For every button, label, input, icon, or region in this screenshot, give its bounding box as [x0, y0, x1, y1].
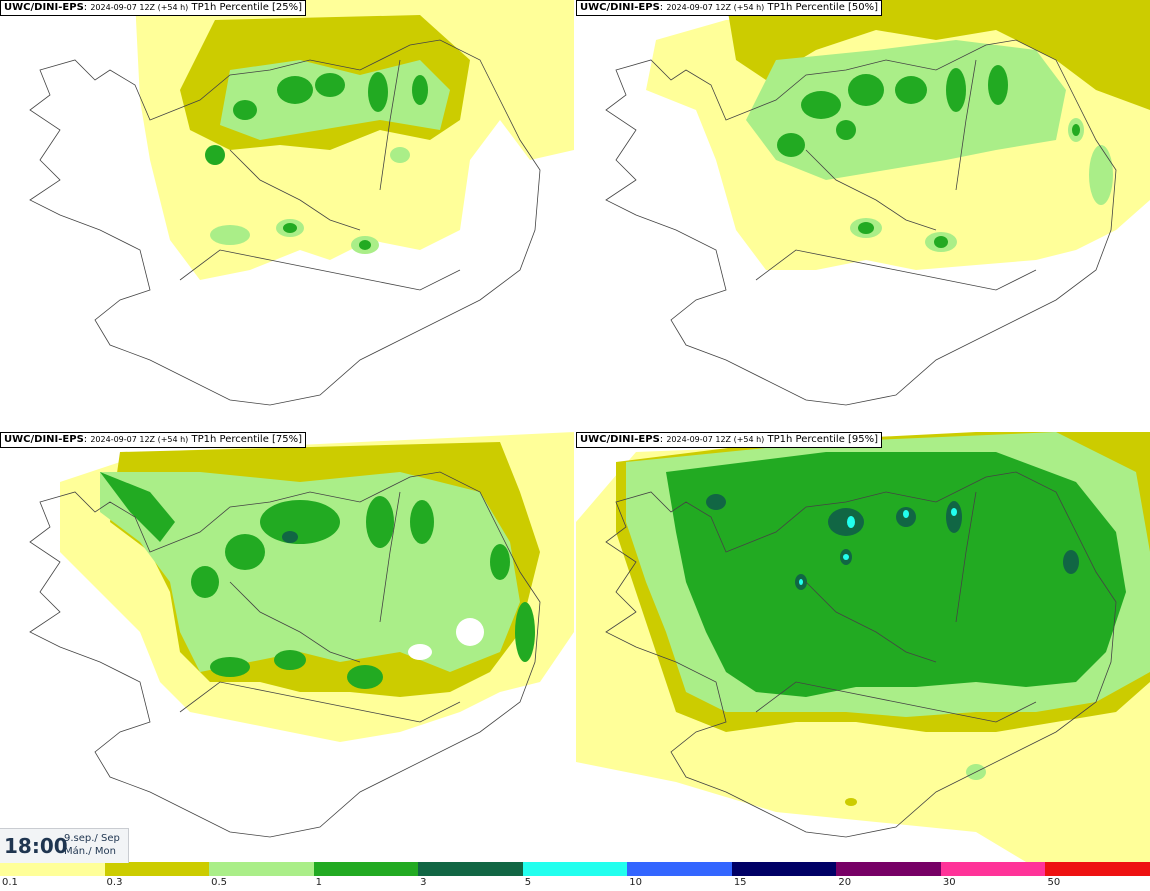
iceland-coastline [605, 471, 1117, 838]
run-time: 2024-09-07 12Z (+54 h) [666, 3, 765, 12]
colorbar-label: 10 [629, 877, 642, 888]
colorbar-swatch [522, 862, 628, 876]
colorbar-label: 5 [524, 877, 532, 888]
colorbar-label: 3 [420, 877, 427, 888]
colorbar-swatch [836, 862, 942, 876]
valid-time: 18:00 [4, 834, 68, 858]
colorbar-swatch [104, 862, 210, 876]
colorbar-label: 0.1 [2, 877, 18, 888]
colorbar-label: 0.3 [106, 877, 123, 888]
colorbar-swatch [940, 862, 1046, 876]
model-source: UWC/DINI-EPS [4, 434, 84, 445]
map-panel-p95: UWC/DINI-EPS: 2024-09-07 12Z (+54 h) TP1… [576, 432, 1150, 862]
colorbar-label: 30 [942, 877, 956, 888]
colorbar-swatch [731, 862, 837, 876]
colorbar-swatches [0, 862, 1150, 876]
model-source: UWC/DINI-EPS [4, 2, 84, 13]
colorbar-label: 1 [315, 877, 322, 888]
run-time: 2024-09-07 12Z (+54 h) [666, 435, 765, 444]
precip-fields [60, 432, 574, 742]
precip-map-p95 [576, 432, 1150, 862]
valid-date: 9.sep./ Sep Mán./ Mon [64, 832, 120, 858]
precip-fields [646, 0, 1150, 270]
precip-map-p50 [605, 0, 1150, 406]
colorbar-swatch [0, 862, 105, 876]
run-time: 2024-09-07 12Z (+54 h) [90, 435, 189, 444]
map-panel-p50: UWC/DINI-EPS: 2024-09-07 12Z (+54 h) TP1… [576, 0, 1150, 430]
iceland-coastline [29, 39, 541, 406]
colorbar-swatch [1045, 862, 1150, 876]
colorbar-swatch [313, 862, 419, 876]
field-label: TP1h Percentile [25%] [191, 2, 303, 13]
panel-title: UWC/DINI-EPS: 2024-09-07 12Z (+54 h) TP1… [0, 0, 307, 16]
field-label: TP1h Percentile [75%] [191, 434, 303, 445]
field-label: TP1h Percentile [95%] [767, 434, 879, 445]
iceland-coastline [29, 471, 541, 838]
valid-date-line1: 9.sep./ Sep [64, 833, 120, 844]
precip-map-p25 [29, 0, 574, 406]
precip-fields [135, 0, 574, 280]
colorbar-swatch [627, 862, 733, 876]
field-label: TP1h Percentile [50%] [767, 2, 879, 13]
precip-fields [576, 432, 1150, 862]
precip-colorbar: 0.1 0.3 0.5 1 3 5 10 15 20 30 50 [0, 862, 1150, 891]
colorbar-label: 0.5 [211, 877, 227, 888]
model-source: UWC/DINI-EPS [580, 2, 660, 13]
colorbar-swatch [418, 862, 524, 876]
panel-title: UWC/DINI-EPS: 2024-09-07 12Z (+54 h) TP1… [576, 0, 883, 16]
precip-map-p75 [29, 432, 574, 838]
valid-time-box: 18:00 9.sep./ Sep Mán./ Mon [0, 828, 129, 863]
colorbar-label: 15 [733, 877, 747, 888]
colorbar-label: 50 [1047, 877, 1061, 888]
colorbar-swatch [209, 862, 315, 876]
colorbar-label: 20 [838, 877, 852, 888]
map-panel-p25: UWC/DINI-EPS: 2024-09-07 12Z (+54 h) TP1… [0, 0, 574, 430]
panel-title: UWC/DINI-EPS: 2024-09-07 12Z (+54 h) TP1… [0, 432, 307, 448]
model-source: UWC/DINI-EPS [580, 434, 660, 445]
valid-date-line2: Mán./ Mon [64, 846, 116, 857]
panel-title: UWC/DINI-EPS: 2024-09-07 12Z (+54 h) TP1… [576, 432, 883, 448]
iceland-coastline [605, 39, 1117, 406]
map-panel-p75: UWC/DINI-EPS: 2024-09-07 12Z (+54 h) TP1… [0, 432, 574, 862]
run-time: 2024-09-07 12Z (+54 h) [90, 3, 189, 12]
